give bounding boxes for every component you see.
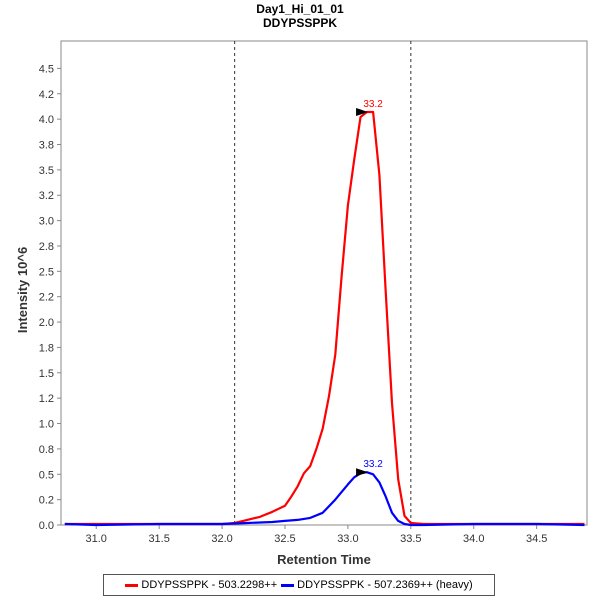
peak-label: 33.2 xyxy=(363,99,383,110)
x-tick-label: 32.5 xyxy=(274,533,295,545)
y-axis-label: Intensity 10^6 xyxy=(15,247,30,333)
y-tick-label: 1.0 xyxy=(39,419,54,431)
y-tick-label: 3.0 xyxy=(39,216,54,228)
peak-annotations: 33.2 33.2 xyxy=(356,99,383,477)
series-line-light xyxy=(64,110,585,526)
y-tick-label: 4.2 xyxy=(39,89,54,101)
y-tick-label: 1.2 xyxy=(39,393,54,405)
chart-legend: DDYPSSPPK - 503.2298++ DDYPSSPPK - 507.2… xyxy=(103,574,495,596)
chart-title: Day1_Hi_01_01 xyxy=(256,2,344,16)
x-tick-label: 34.0 xyxy=(463,533,484,545)
y-tick-label: 1.5 xyxy=(39,368,54,380)
y-tick-label: 3.2 xyxy=(39,190,54,202)
y-tick-label: 2.2 xyxy=(39,292,54,304)
y-tick-label: 0.2 xyxy=(39,495,54,507)
y-axis-ticks: 0.0 0.2 0.5 0.8 1.0 1.2 1.5 1.8 2.0 2.2 2.5 2.8 3.0 3… xyxy=(39,63,61,532)
y-tick-label: 4.0 xyxy=(39,114,54,126)
peak-arrow-icon xyxy=(356,468,369,477)
legend-swatch-red xyxy=(125,583,139,587)
y-tick-label: 3.8 xyxy=(39,139,54,151)
x-axis-label: Retention Time xyxy=(277,552,371,567)
legend-label-heavy: DDYPSSPPK - 507.2369++ (heavy) xyxy=(297,579,473,591)
legend-swatch-blue xyxy=(281,583,295,587)
peak-arrow-icon xyxy=(356,108,369,117)
y-tick-label: 0.5 xyxy=(39,469,54,481)
chart-subtitle: DDYPSSPPK xyxy=(263,16,337,30)
x-tick-label: 33.0 xyxy=(337,533,358,545)
legend-item-heavy: DDYPSSPPK - 507.2369++ (heavy) xyxy=(281,579,473,591)
x-tick-label: 34.5 xyxy=(526,533,547,545)
x-axis-ticks: 31.0 31.5 32.0 32.5 33.0 33.5 34.0 34.5 xyxy=(86,525,547,545)
peak-boundaries xyxy=(234,41,412,525)
y-tick-label: 0.0 xyxy=(39,520,54,532)
x-tick-label: 31.0 xyxy=(86,533,107,545)
plot-area: 31.0 31.5 32.0 32.5 33.0 33.5 34.0 34.5 0.00.20… xyxy=(39,40,588,545)
x-tick-label: 32.0 xyxy=(211,533,232,545)
x-tick-label: 33.5 xyxy=(400,533,421,545)
y-tick-label: 1.8 xyxy=(39,342,54,354)
plot-frame xyxy=(60,40,588,526)
legend-item-light: DDYPSSPPK - 503.2298++ xyxy=(125,579,277,591)
y-tick-label: 2.0 xyxy=(39,317,54,329)
y-tick-label: 3.5 xyxy=(39,165,54,177)
y-tick-label: 4.5 xyxy=(39,63,54,75)
y-tick-label: 0.8 xyxy=(39,444,54,456)
y-tick-label: 2.5 xyxy=(39,266,54,278)
x-tick-label: 31.5 xyxy=(148,533,169,545)
peak-label: 33.2 xyxy=(363,459,383,470)
legend-label-light: DDYPSSPPK - 503.2298++ xyxy=(141,579,278,591)
y-tick-label: 2.8 xyxy=(39,241,54,253)
